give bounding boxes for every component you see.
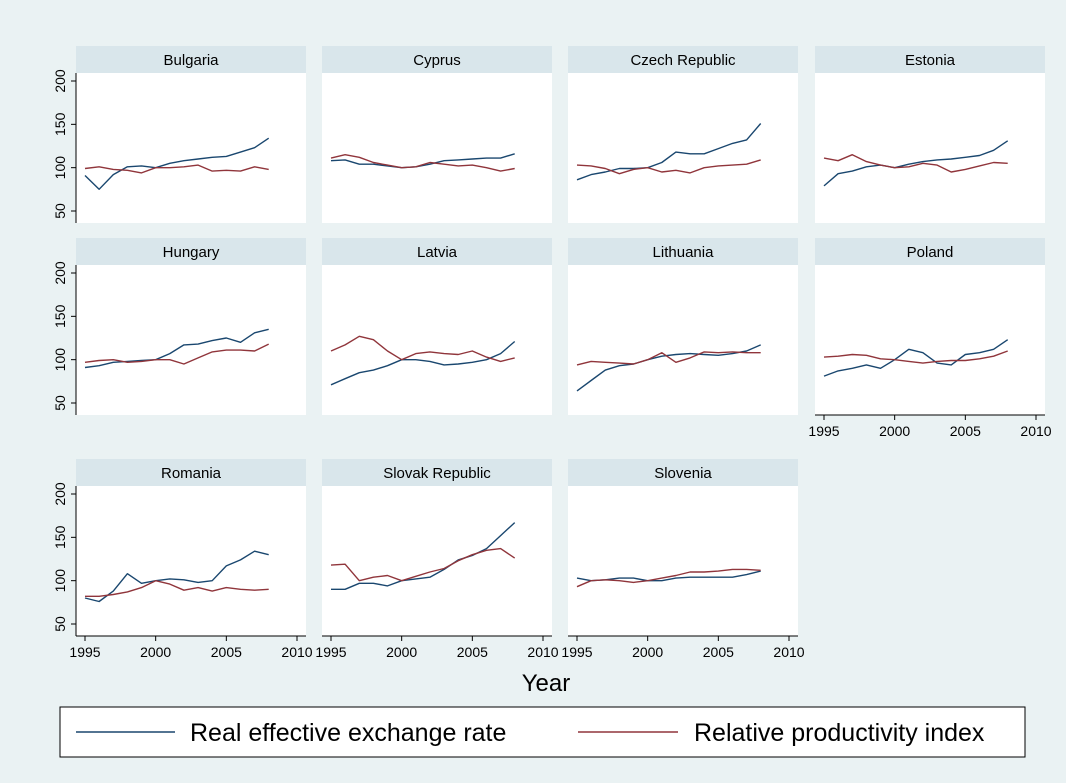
series-line-reer: [331, 522, 516, 590]
x-tick-label: 2005: [703, 644, 734, 660]
panel-czech-republic: Czech Republic: [568, 46, 798, 223]
series-line-rpi: [84, 343, 270, 365]
x-tick-label: 2010: [1020, 423, 1051, 439]
x-tick-label: 2010: [527, 644, 558, 660]
panel-cyprus: Cyprus: [322, 46, 552, 223]
panel-slovenia: Slovenia 1995 2000 2005 2010: [561, 459, 805, 660]
panel-latvia: Latvia: [322, 238, 552, 415]
panel-title: Czech Republic: [630, 52, 736, 69]
panel-poland: Poland 1995 2000 2005 2010: [808, 238, 1052, 439]
y-tick-label: 150: [52, 112, 68, 136]
series-line-reer: [84, 328, 269, 369]
series-line-rpi: [576, 568, 761, 588]
series-line-rpi: [85, 580, 269, 597]
series-line-reer: [576, 123, 762, 181]
y-tick-label: 50: [52, 203, 68, 219]
y-tick-label: 100: [52, 156, 68, 180]
x-tick-label: 1995: [69, 644, 100, 660]
series-line-reer: [823, 140, 1009, 187]
y-tick-label: 200: [52, 261, 68, 285]
panel-title: Latvia: [417, 244, 458, 261]
x-tick-label: 1995: [315, 644, 346, 660]
series-line-rpi: [330, 547, 516, 582]
panel-title: Romania: [161, 465, 222, 482]
series-line-rpi: [823, 350, 1008, 364]
y-tick-label: 200: [52, 482, 68, 506]
panel-bulgaria: Bulgaria 50 100 150 200: [52, 46, 306, 223]
series-line-rpi: [84, 164, 269, 174]
x-tick-label: 1995: [561, 644, 592, 660]
series-line-reer: [330, 340, 516, 386]
panel-lithuania: Lithuania: [568, 238, 798, 415]
panel-estonia: Estonia: [815, 46, 1045, 223]
y-tick-label: 100: [52, 348, 68, 372]
panel-title: Hungary: [163, 244, 220, 261]
series-line-rpi: [330, 335, 515, 363]
x-tick-label: 2000: [879, 423, 910, 439]
x-tick-label: 2010: [773, 644, 804, 660]
panel-slovak-republic: Slovak Republic 1995 2000 2005 2010: [315, 459, 559, 660]
x-tick-label: 2000: [140, 644, 171, 660]
legend-label-rpi: Relative productivity index: [694, 719, 985, 747]
series-line-reer: [330, 153, 515, 169]
series-line-rpi: [576, 159, 761, 175]
panel-title: Bulgaria: [163, 52, 219, 69]
x-axis-label: Year: [522, 670, 571, 697]
panel-title: Estonia: [905, 52, 956, 69]
y-tick-label: 50: [52, 395, 68, 411]
series-line-reer: [84, 137, 270, 191]
panel-title: Slovenia: [654, 465, 712, 482]
panel-romania: Romania 50 100 150 200 1995 2000 2005 2010: [52, 459, 313, 660]
y-tick-label: 200: [52, 69, 68, 93]
y-tick-label: 150: [52, 304, 68, 328]
y-tick-label: 50: [52, 616, 68, 632]
panel-title: Slovak Republic: [383, 465, 491, 482]
panels: Bulgaria 50 100 150 200 Cyprus Czech Republic E…: [52, 46, 1052, 660]
x-tick-label: 1995: [808, 423, 839, 439]
legend: Real effective exchange rate Relative pr…: [59, 706, 1026, 758]
x-tick-label: 2005: [211, 644, 242, 660]
y-tick-label: 100: [52, 569, 68, 593]
x-tick-label: 2005: [950, 423, 981, 439]
panel-title: Cyprus: [413, 52, 461, 69]
series-line-rpi: [823, 153, 1008, 173]
x-tick-label: 2000: [632, 644, 663, 660]
panel-hungary: Hungary 50 100 150 200: [52, 238, 306, 415]
series-line-rpi: [576, 351, 761, 366]
series-line-rpi: [330, 153, 515, 172]
y-tick-label: 150: [52, 525, 68, 549]
legend-label-reer: Real effective exchange rate: [190, 719, 506, 747]
x-tick-label: 2000: [386, 644, 417, 660]
series-line-reer: [84, 550, 269, 603]
series-line-reer: [576, 344, 761, 392]
panel-title: Poland: [907, 244, 954, 261]
series-line-reer: [823, 339, 1009, 377]
x-tick-label: 2005: [457, 644, 488, 660]
x-tick-label: 2010: [281, 644, 312, 660]
panel-title: Lithuania: [653, 244, 715, 261]
